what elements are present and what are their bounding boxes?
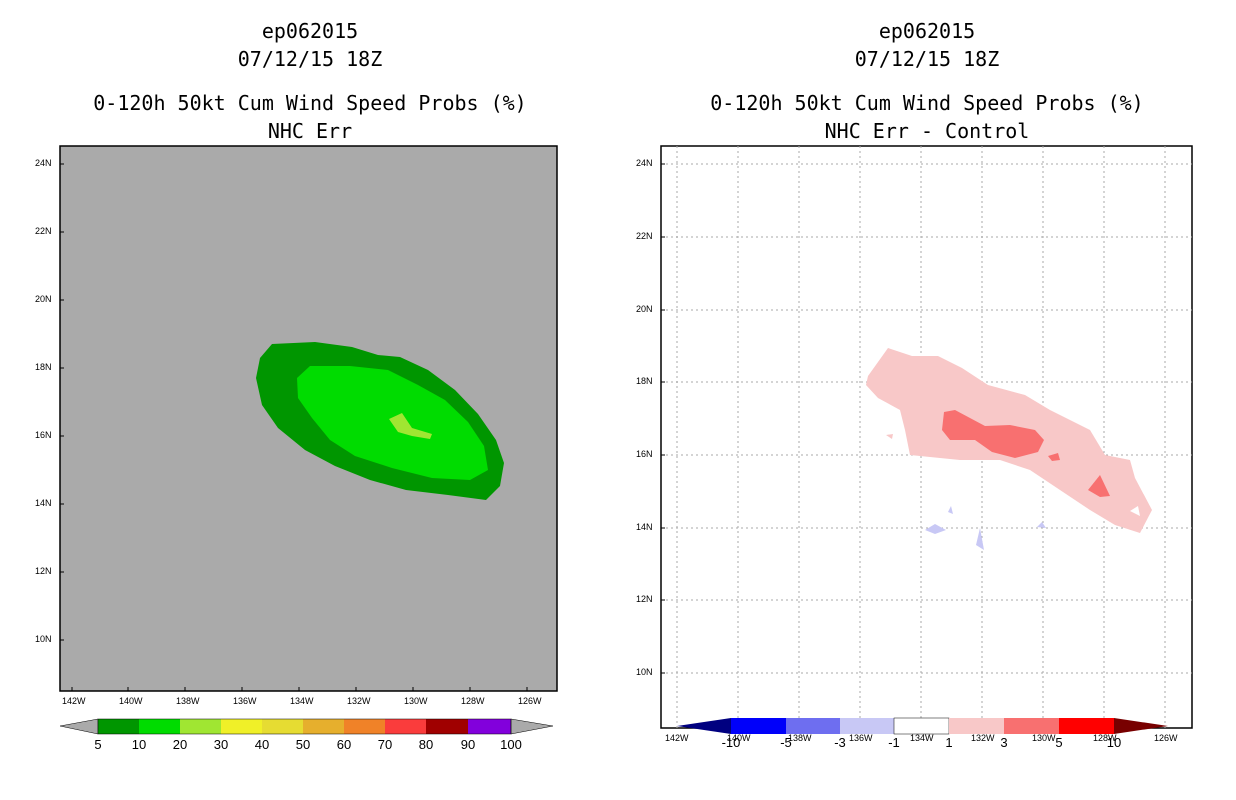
left-colorbar-label: 30 bbox=[213, 737, 229, 752]
right-colorbar-bin-neg10-neg5 bbox=[731, 718, 786, 734]
right-lon-label: 132W bbox=[971, 733, 995, 743]
left-colorbar-bin-5-10 bbox=[98, 719, 139, 734]
left-colorbar-label: 80 bbox=[418, 737, 434, 752]
left-colorbar-label: 70 bbox=[377, 737, 393, 752]
right-colorbar-high-end bbox=[1114, 718, 1168, 734]
right-diff-contour-pos-3b bbox=[1048, 453, 1060, 461]
left-colorbar-label: 40 bbox=[254, 737, 270, 752]
left-colorbar-bin-80-90 bbox=[426, 719, 468, 734]
right-lon-label: 128W bbox=[1093, 733, 1117, 743]
right-subtitle: NHC Err - Control bbox=[824, 119, 1030, 143]
right-colorbar-label: 1 bbox=[945, 735, 953, 750]
right-colorbar bbox=[677, 717, 1168, 735]
right-diff-contour-pos-3c bbox=[1088, 475, 1110, 497]
left-lon-label: 126W bbox=[518, 696, 542, 706]
left-colorbar-label: 5 bbox=[94, 737, 102, 752]
left-lat-label: 18N bbox=[35, 362, 52, 372]
left-colorbar-label: 60 bbox=[336, 737, 352, 752]
left-product-title: 0-120h 50kt Cum Wind Speed Probs (%) bbox=[93, 91, 527, 115]
left-lon-label: 134W bbox=[290, 696, 314, 706]
right-lat-label: 12N bbox=[636, 594, 653, 604]
right-colorbar-label: 5 bbox=[1055, 735, 1063, 750]
left-colorbar-label: 20 bbox=[172, 737, 188, 752]
right-lon-label: 140W bbox=[727, 733, 751, 743]
left-colorbar-bin-30-40 bbox=[221, 719, 262, 734]
left-lon-label: 136W bbox=[233, 696, 257, 706]
left-lat-label: 16N bbox=[35, 430, 52, 440]
right-colorbar-label: -5 bbox=[780, 735, 792, 750]
left-lon-label: 138W bbox=[176, 696, 200, 706]
right-colorbar-label: -3 bbox=[834, 735, 846, 750]
right-map bbox=[660, 145, 1193, 729]
left-lon-label: 132W bbox=[347, 696, 371, 706]
right-colorbar-bin-neg3-neg1 bbox=[840, 718, 894, 734]
right-colorbar-label: -10 bbox=[721, 735, 741, 750]
right-colorbar-label: -1 bbox=[888, 735, 900, 750]
right-colorbar-bin-neg5-neg3 bbox=[786, 718, 840, 734]
right-lat-label: 10N bbox=[636, 667, 653, 677]
left-lon-label: 142W bbox=[62, 696, 86, 706]
left-lat-label: 10N bbox=[35, 634, 52, 644]
right-diff-contour-pos-small bbox=[886, 434, 893, 439]
right-diff-contour-neg-1d bbox=[1037, 522, 1046, 528]
right-colorbar-bin-3-5 bbox=[1004, 718, 1059, 734]
left-datetime: 07/12/15 18Z bbox=[237, 47, 383, 71]
left-colorbar-label: 100 bbox=[500, 737, 522, 752]
left-colorbar bbox=[59, 718, 554, 735]
right-colorbar-bin-neg1-1 bbox=[893, 717, 950, 735]
left-colorbar-bin-90-100 bbox=[468, 719, 511, 734]
right-diff-contour-neg-1b bbox=[976, 528, 984, 550]
left-colorbar-label: 90 bbox=[460, 737, 476, 752]
left-lat-label: 22N bbox=[35, 226, 52, 236]
right-lon-label: 138W bbox=[788, 733, 812, 743]
right-lat-label: 22N bbox=[636, 231, 653, 241]
left-lon-label: 140W bbox=[119, 696, 143, 706]
right-lat-label: 18N bbox=[636, 376, 653, 386]
left-colorbar-bin-60-70 bbox=[344, 719, 385, 734]
left-lat-label: 20N bbox=[35, 294, 52, 304]
left-lon-label: 128W bbox=[461, 696, 485, 706]
right-datetime: 07/12/15 18Z bbox=[854, 47, 1000, 71]
left-colorbar-label: 50 bbox=[295, 737, 311, 752]
right-lon-label: 130W bbox=[1032, 733, 1056, 743]
right-colorbar-bin-1-3 bbox=[949, 718, 1004, 734]
right-colorbar-bin-5-10 bbox=[1059, 718, 1114, 734]
right-diff-contour-neg-1c bbox=[948, 506, 953, 514]
left-lon-label: 130W bbox=[404, 696, 428, 706]
right-lon-label: 136W bbox=[849, 733, 873, 743]
right-lat-label: 20N bbox=[636, 304, 653, 314]
left-lat-label: 12N bbox=[35, 566, 52, 576]
right-lat-label: 24N bbox=[636, 158, 653, 168]
right-lon-label: 142W bbox=[665, 733, 689, 743]
left-colorbar-label: 10 bbox=[131, 737, 147, 752]
right-lon-label: 126W bbox=[1154, 733, 1178, 743]
right-diff-contour-hole bbox=[1130, 506, 1140, 516]
left-colorbar-high-end bbox=[510, 718, 554, 735]
left-colorbar-bin-70-80 bbox=[385, 719, 426, 734]
left-lat-label: 24N bbox=[35, 158, 52, 168]
left-lat-label: 14N bbox=[35, 498, 52, 508]
left-subtitle: NHC Err bbox=[267, 119, 353, 143]
right-colorbar-label: 3 bbox=[1000, 735, 1008, 750]
left-prob-contour-20 bbox=[389, 413, 432, 439]
right-lat-label: 16N bbox=[636, 449, 653, 459]
right-product-title: 0-120h 50kt Cum Wind Speed Probs (%) bbox=[710, 91, 1144, 115]
right-diff-contour-neg-1a bbox=[925, 524, 946, 534]
left-colorbar-bin-40-50 bbox=[262, 719, 303, 734]
right-storm-id: ep062015 bbox=[878, 19, 976, 43]
right-diff-contour-pos-3a bbox=[942, 410, 1044, 458]
right-lon-label: 134W bbox=[910, 733, 934, 743]
left-map bbox=[59, 145, 558, 692]
left-storm-id: ep062015 bbox=[261, 19, 359, 43]
left-colorbar-low-end bbox=[59, 718, 99, 735]
left-colorbar-bin-50-60 bbox=[303, 719, 344, 734]
right-colorbar-low-end bbox=[677, 718, 731, 734]
right-lat-label: 14N bbox=[636, 522, 653, 532]
right-colorbar-label: 10 bbox=[1106, 735, 1122, 750]
left-colorbar-bin-10-20 bbox=[139, 719, 180, 734]
left-colorbar-bin-20-30 bbox=[180, 719, 221, 734]
